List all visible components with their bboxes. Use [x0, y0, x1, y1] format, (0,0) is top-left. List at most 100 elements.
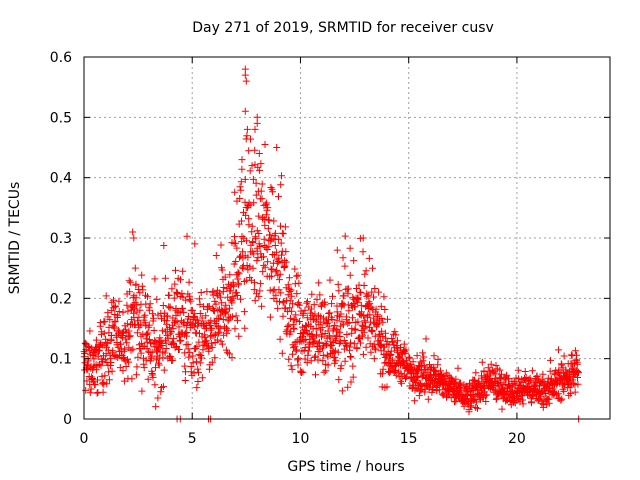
data-point: [242, 211, 250, 219]
data-point: [233, 292, 241, 299]
data-point: [299, 309, 307, 317]
data-point: [141, 319, 149, 327]
data-point: [492, 395, 500, 403]
data-point: [133, 308, 141, 316]
data-point: [221, 273, 229, 281]
data-point: [313, 296, 321, 304]
data-point: [318, 331, 326, 339]
data-point: [471, 377, 479, 385]
data-point: [301, 355, 309, 363]
data-point: [419, 357, 427, 365]
data-point: [525, 380, 533, 388]
data-point: [235, 279, 243, 287]
data-point: [123, 320, 131, 328]
data-point: [161, 274, 169, 282]
data-point: [411, 397, 419, 405]
data-point: [121, 345, 129, 353]
data-point: [238, 263, 246, 271]
data-point: [326, 309, 334, 317]
data-point: [384, 315, 391, 323]
data-point: [129, 228, 137, 236]
data-point: [362, 267, 370, 275]
data-point: [478, 374, 486, 382]
data-point: [266, 313, 274, 321]
data-point: [402, 346, 410, 354]
data-point: [241, 324, 249, 332]
data-point: [454, 364, 462, 372]
data-point: [175, 323, 183, 331]
data-point: [295, 355, 303, 363]
data-point: [359, 331, 366, 339]
data-point: [383, 383, 391, 391]
data-point: [273, 144, 281, 151]
data-point: [262, 211, 270, 219]
plot-frame: [83, 56, 611, 420]
data-point: [90, 355, 98, 363]
data-point: [232, 239, 240, 247]
data-point: [82, 386, 90, 394]
data-point: [351, 326, 359, 334]
data-point: [341, 262, 349, 270]
data-point: [247, 135, 254, 143]
data-point: [375, 331, 383, 339]
data-points: [80, 65, 583, 423]
data-point: [295, 279, 303, 287]
data-point: [276, 270, 284, 278]
data-point: [260, 253, 267, 261]
x-tick-label: 0: [80, 431, 89, 447]
data-point: [288, 292, 296, 300]
data-point: [232, 258, 240, 265]
data-point: [85, 343, 93, 350]
data-point: [290, 325, 298, 333]
data-point: [223, 329, 231, 337]
data-point: [145, 306, 153, 314]
data-point: [196, 300, 204, 308]
data-point: [301, 344, 309, 351]
data-point: [307, 357, 315, 365]
data-point: [124, 307, 132, 315]
data-point: [241, 175, 249, 183]
data-point: [288, 307, 296, 315]
data-point: [114, 312, 122, 320]
data-point: [571, 347, 579, 355]
data-point: [321, 301, 329, 309]
data-point: [241, 71, 249, 79]
data-point: [419, 369, 427, 377]
data-point: [167, 328, 175, 336]
data-point: [545, 399, 553, 407]
data-point: [369, 264, 376, 272]
data-point: [304, 351, 312, 359]
data-point: [483, 391, 491, 399]
data-point: [94, 352, 102, 360]
data-point: [268, 266, 276, 274]
data-point: [359, 350, 367, 358]
data-point: [175, 345, 183, 353]
data-point: [236, 253, 243, 261]
y-tick-label: 0.5: [50, 110, 72, 126]
data-point: [415, 392, 423, 400]
data-point: [285, 274, 293, 282]
data-point: [515, 375, 523, 383]
data-point: [502, 397, 510, 405]
data-point: [259, 268, 267, 276]
data-point: [181, 377, 189, 384]
data-point: [123, 301, 131, 309]
data-point: [150, 314, 157, 322]
data-point: [321, 340, 329, 347]
data-point: [142, 356, 150, 364]
data-point: [340, 337, 348, 344]
data-point: [258, 253, 266, 261]
data-point: [267, 184, 275, 191]
data-point: [150, 327, 158, 334]
data-point: [318, 302, 325, 310]
data-point: [182, 296, 190, 304]
data-point: [228, 313, 236, 321]
data-point: [92, 336, 100, 344]
data-point: [294, 301, 302, 308]
data-point: [193, 343, 201, 351]
data-point: [303, 314, 311, 322]
data-point: [140, 313, 148, 321]
data-point: [371, 344, 379, 352]
data-point: [238, 156, 246, 164]
data-point: [574, 374, 581, 381]
